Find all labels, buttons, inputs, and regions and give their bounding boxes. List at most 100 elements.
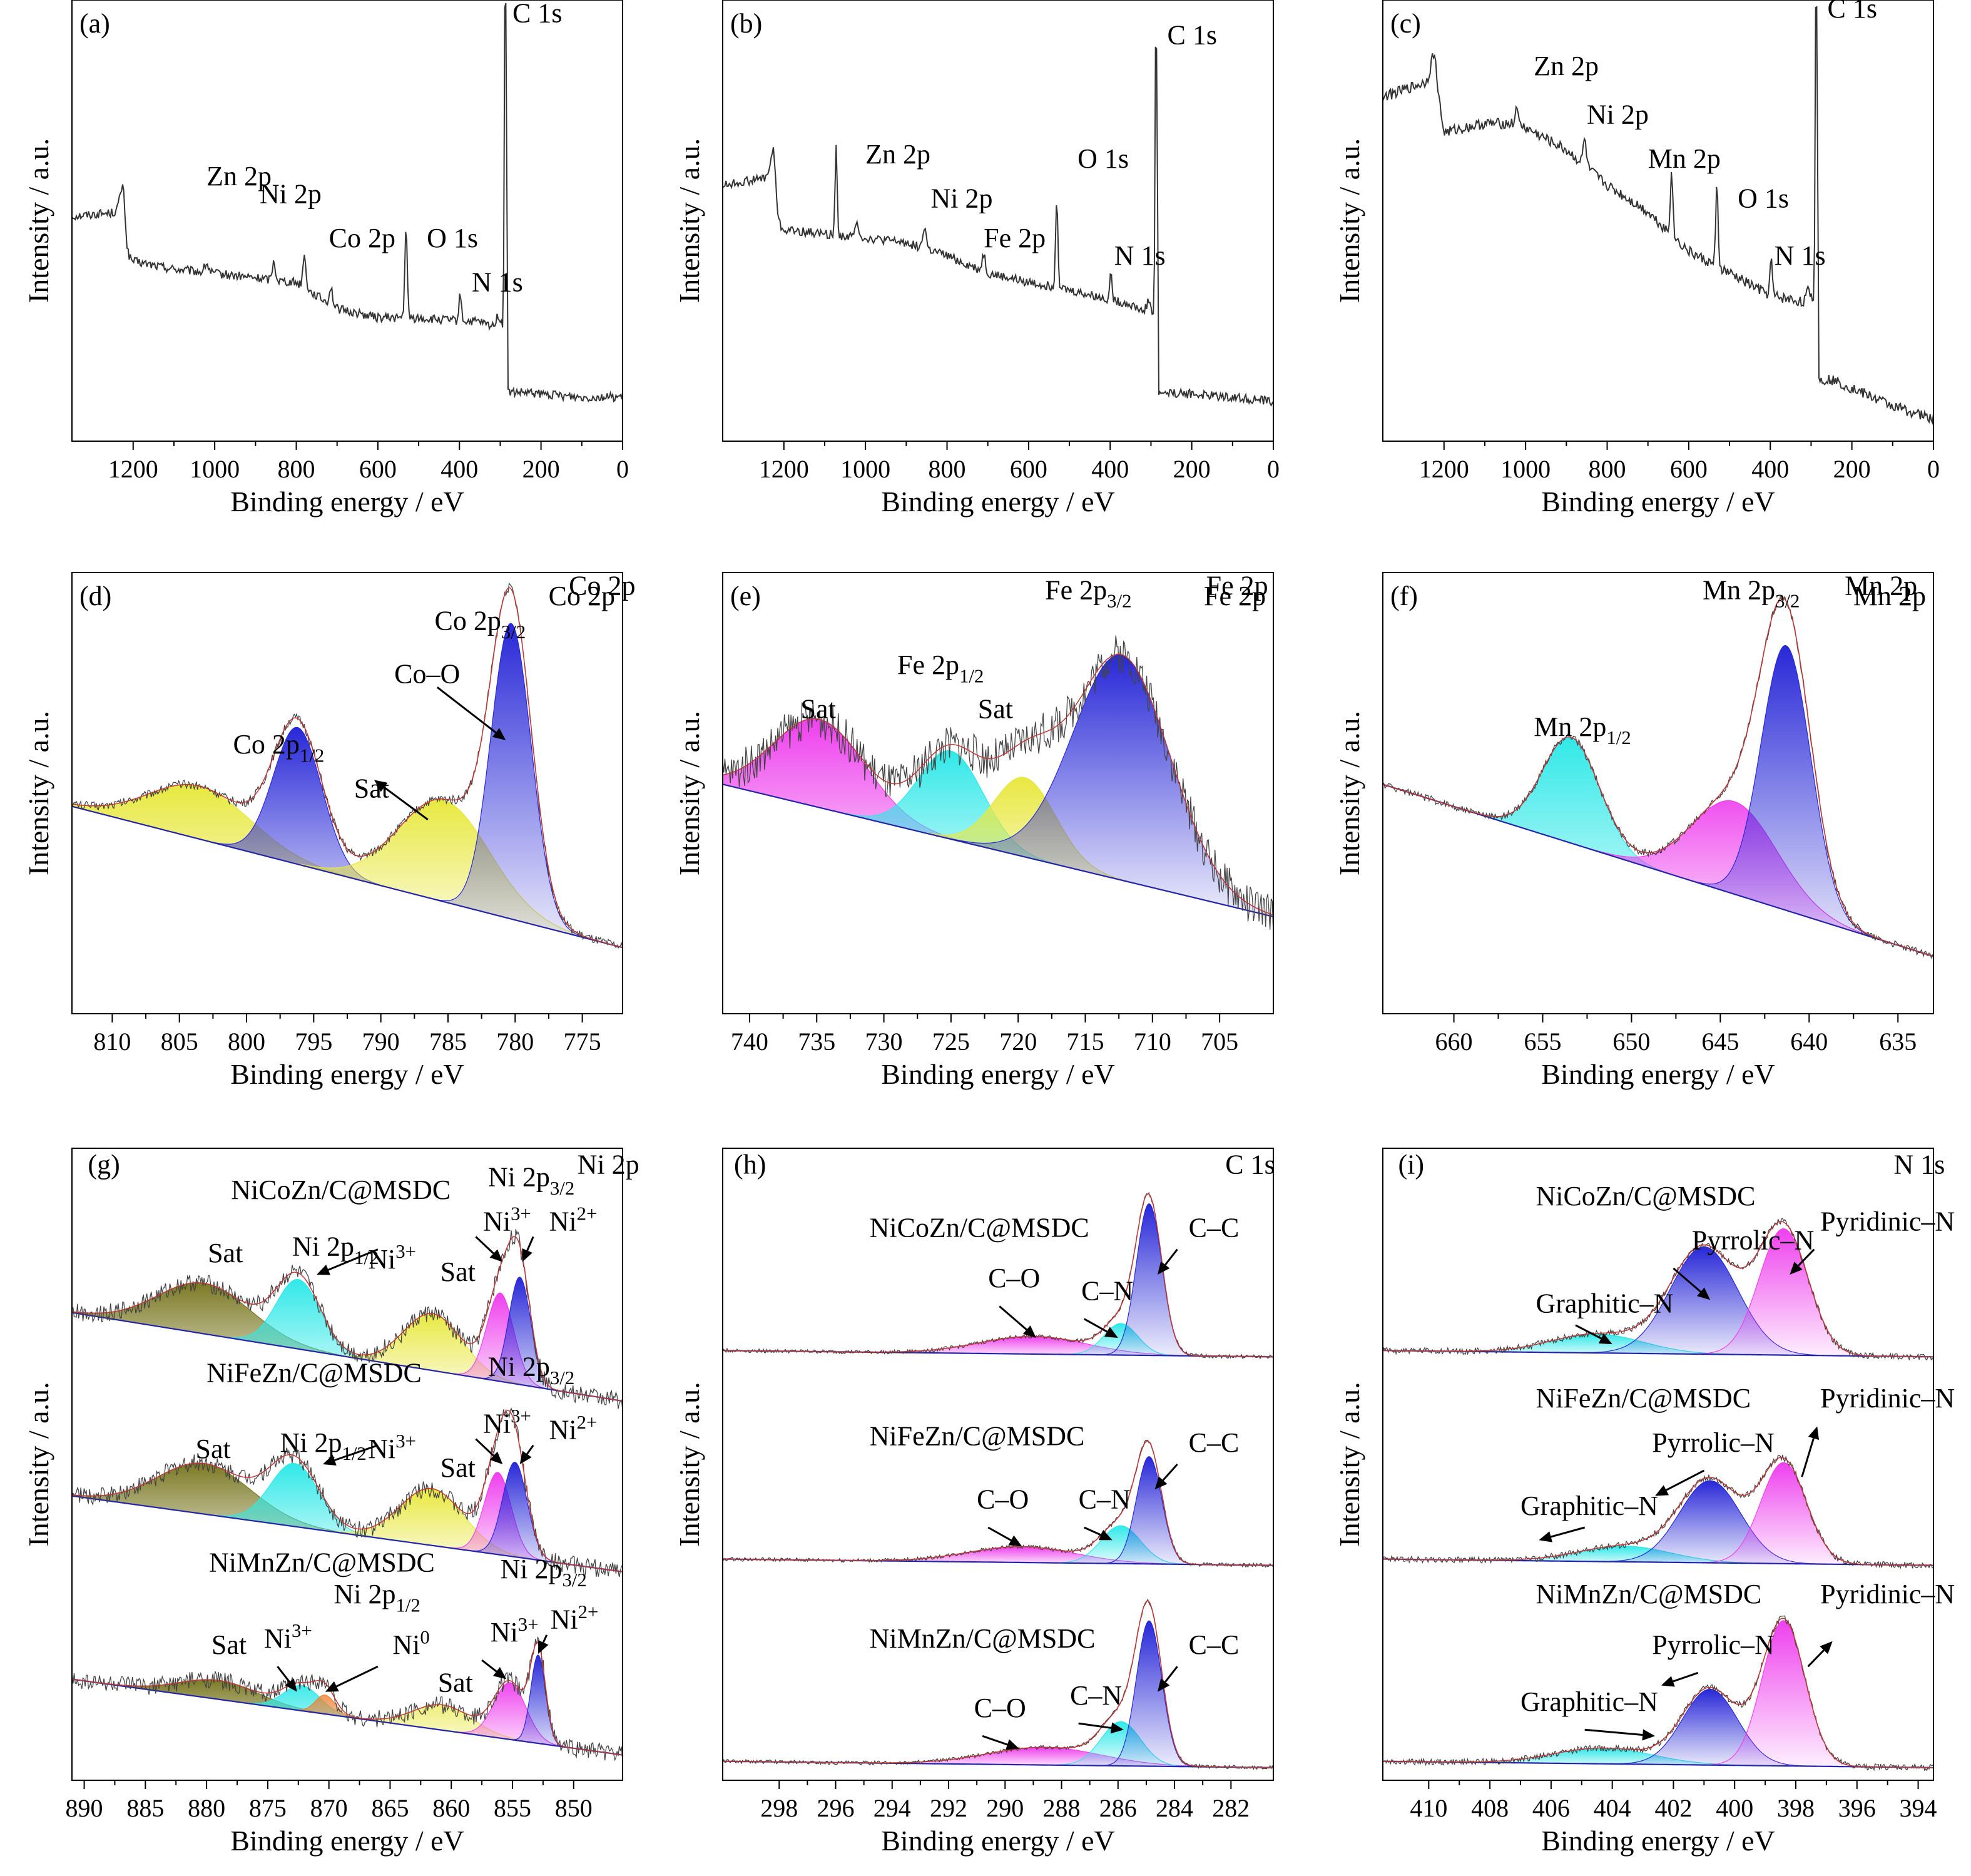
x-tick-label: 880 (188, 1794, 225, 1822)
raw-data-line (72, 1636, 623, 1762)
annotation-fe-2p: Fe 2p (1206, 570, 1268, 601)
annotation-sat: Sat (208, 1238, 243, 1268)
x-tick-label: 865 (371, 1794, 409, 1822)
annotation-arrow (1083, 1318, 1108, 1333)
plot-frame (71, 1148, 623, 1781)
annotation-nimnzn-c-msdc: NiMnZn/C@MSDC (870, 1623, 1096, 1654)
x-axis: 1200 1000 800 600 400 200 0 (108, 441, 629, 483)
chart-panel-i: 410 408 406 404 402 400 398 396 394 Binding energ… (1333, 1148, 1955, 1857)
survey-spectrum-line (72, 3, 623, 403)
annotation-pyrrolic-n: Pyrrolic–N (1652, 1629, 1775, 1660)
chart-panel-d: 810 805 800 795 790 785 780 775 Binding energy /… (23, 570, 636, 1090)
survey-spectrum-line (1383, 6, 1933, 426)
spectrum-nicozn-c-msdc (723, 1191, 1273, 1360)
chart-panel-f: 660 655 650 645 640 635 Binding energy / eV Int… (1333, 570, 1934, 1090)
spectrum-nimnzn-c-msdc (72, 1636, 623, 1762)
raw-data-line (1383, 1454, 1933, 1569)
x-tick-label: 400 (441, 455, 478, 483)
annotation-nifezn-c-msdc: NiFeZn/C@MSDC (1536, 1383, 1751, 1414)
annotation-ni: Ni3+ (483, 1405, 531, 1439)
background-line (72, 1312, 623, 1402)
annotation-arrow (1078, 1722, 1112, 1729)
x-axis: 740 735 730 725 720 715 710 705 (731, 1014, 1238, 1056)
annotation-ni-2p: Ni 2p1/2 (334, 1579, 420, 1616)
plot-area (723, 46, 1273, 407)
plot-area (1383, 6, 1933, 426)
background-line (72, 805, 623, 949)
x-tick-label: 404 (1594, 1794, 1631, 1822)
annotation-h: (h) (734, 1149, 766, 1180)
background-line (72, 1495, 623, 1573)
raw-data-line (72, 1407, 623, 1578)
x-tick-label: 290 (986, 1794, 1024, 1822)
annotation-arrow (1798, 1248, 1815, 1267)
arrow-head (317, 1265, 331, 1275)
x-tick-label: 410 (1410, 1794, 1447, 1822)
fit-component-mn-2p3-2 (1383, 645, 1933, 957)
x-tick-label: 790 (362, 1027, 400, 1056)
x-axis-label: Binding energy / eV (230, 1825, 464, 1857)
raw-data-line (723, 635, 1273, 934)
x-tick-label: 740 (731, 1027, 768, 1056)
x-tick-label: 296 (817, 1794, 855, 1822)
plot-area (72, 3, 623, 403)
arrow-head (519, 1450, 532, 1464)
arrow-head (285, 1678, 297, 1692)
annotation-fe-2p: Fe 2p1/2 (897, 650, 984, 686)
annotation-mn-2p: Mn 2p1/2 (1534, 711, 1631, 748)
spectrum-main (723, 635, 1273, 934)
x-tick-label: 396 (1838, 1794, 1876, 1822)
y-axis-label: Intensity / a.u. (673, 711, 705, 875)
x-tick-label: 875 (249, 1794, 287, 1822)
annotation-zn-2p: Zn 2p (206, 161, 272, 191)
x-tick-label: 286 (1099, 1794, 1137, 1822)
annotation-c-c: C–C (1189, 1427, 1240, 1458)
annotation-arrow (436, 686, 497, 733)
arrow-head (1697, 1287, 1711, 1300)
fit-component-co-2p3-2 (72, 623, 623, 948)
chart-panel-g: 890 885 880 875 870 865 860 855 850 Binding energ… (23, 1148, 639, 1857)
envelope-fit-line (72, 1641, 623, 1756)
annotation-ni-2p: Ni 2p3/2 (488, 1162, 574, 1199)
x-tick-label: 200 (1173, 455, 1211, 483)
x-tick-label: 715 (1067, 1027, 1104, 1056)
annotation-arrow (1801, 1438, 1815, 1477)
annotation-ni-2p: Ni 2p3/2 (500, 1554, 586, 1591)
x-tick-label: 870 (310, 1794, 348, 1822)
plot-frame (1382, 1148, 1934, 1781)
annotation-ni-2p: Ni 2p1/2 (280, 1427, 366, 1464)
annotations: Mn 2p Mn 2p3/2 Mn 2p1/2 (1534, 570, 1917, 748)
annotation-ni: Ni2+ (549, 1412, 598, 1445)
arrow-head (522, 1248, 532, 1262)
annotation-co-2p: Co 2p (329, 223, 395, 253)
annotation-c-1s: C 1s (1168, 20, 1217, 51)
x-tick-label: 725 (932, 1027, 970, 1056)
x-axis: 810 805 800 795 790 785 780 775 (93, 1014, 601, 1056)
x-axis-label: Binding energy / eV (881, 1825, 1114, 1857)
x-tick-label: 635 (1879, 1027, 1917, 1056)
annotation-arrow (475, 1236, 494, 1255)
annotation-arrow (475, 1438, 494, 1457)
x-tick-label: 200 (1833, 455, 1871, 483)
x-tick-label: 1200 (108, 455, 158, 483)
arrow-head (492, 1667, 507, 1680)
annotation-pyridinic-n: Pyridinic–N (1820, 1579, 1955, 1609)
annotation-pyridinic-n: Pyridinic–N (1820, 1383, 1955, 1414)
x-axis-label: Binding energy / eV (230, 1058, 464, 1090)
x-tick-label: 400 (1716, 1794, 1753, 1822)
envelope-fit-line (723, 653, 1273, 916)
plot-area (72, 1229, 623, 1762)
annotation-arrow (1666, 1469, 1705, 1491)
x-axis-label: Binding energy / eV (1541, 1825, 1775, 1857)
plot-area (72, 582, 623, 949)
annotation-n-1s: N 1s (1775, 240, 1826, 271)
annotation-pyrrolic-n: Pyrrolic–N (1692, 1225, 1815, 1256)
annotation-g: (g) (88, 1149, 120, 1180)
x-axis-label: Binding energy / eV (230, 486, 464, 517)
annotation-sat: Sat (438, 1668, 473, 1698)
x-tick-label: 1000 (190, 455, 240, 483)
spectrum-nifezn-c-msdc (1383, 1454, 1933, 1569)
annotation-nifezn-c-msdc: NiFeZn/C@MSDC (870, 1421, 1085, 1452)
annotation-c-n: C–N (1079, 1484, 1131, 1515)
